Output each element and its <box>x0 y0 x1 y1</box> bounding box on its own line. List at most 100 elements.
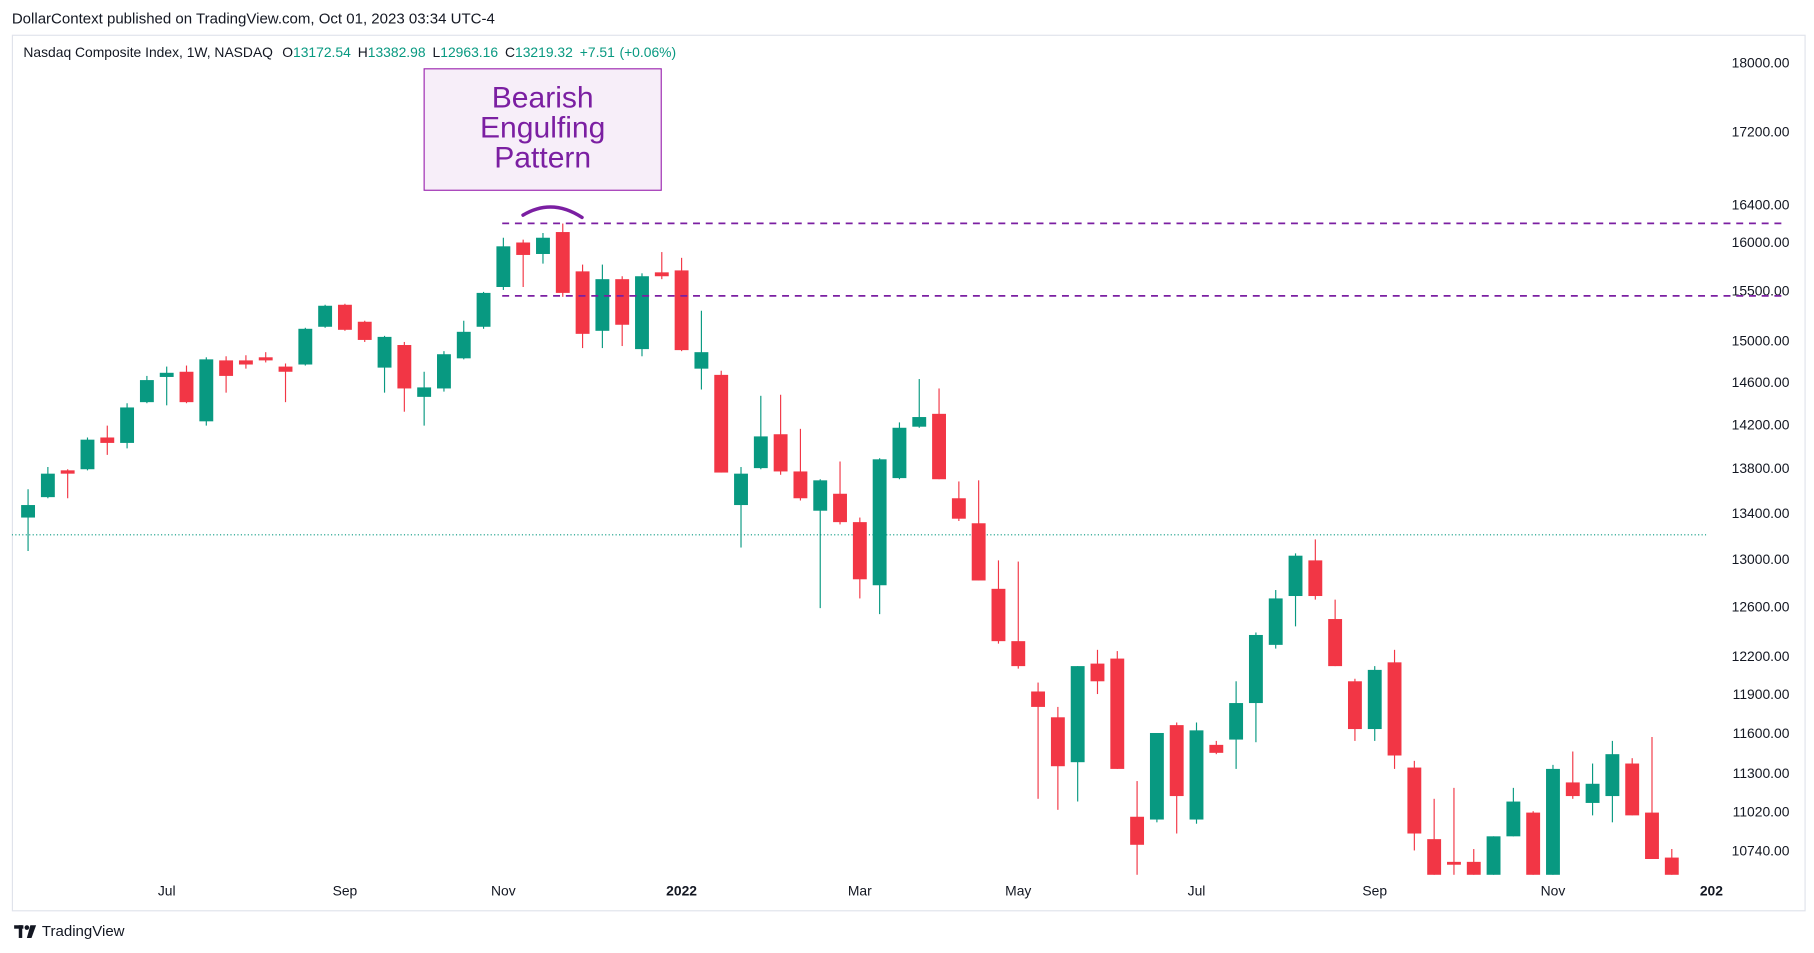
y-tick-label: 15000.00 <box>1732 333 1790 349</box>
chart-frame <box>11 34 1806 912</box>
annotation-line: Engulfing <box>480 111 605 144</box>
x-tick-label: 202 <box>1700 882 1723 898</box>
candle-body <box>734 473 748 506</box>
candle-body <box>1070 666 1085 763</box>
candle-body <box>417 387 432 397</box>
legend-field-label: O <box>282 44 293 60</box>
pattern-arc <box>521 205 584 220</box>
candle-body <box>1328 619 1343 667</box>
candle-body <box>80 439 95 470</box>
candle-body <box>1427 839 1442 875</box>
candle-body <box>595 279 610 331</box>
y-tick-label: 13000.00 <box>1732 551 1790 567</box>
candle-body <box>932 413 946 480</box>
legend-field-value: 12963.16 <box>440 44 498 60</box>
candle-body <box>753 436 768 469</box>
legend-field-label: L <box>433 44 441 60</box>
legend-change: +7.51 <box>580 44 615 60</box>
y-tick-label: 11600.00 <box>1733 725 1790 741</box>
candle-body <box>1050 717 1065 767</box>
candle-body <box>397 345 412 389</box>
y-tick-label: 11900.00 <box>1733 686 1790 702</box>
y-tick-label: 13400.00 <box>1732 505 1790 521</box>
candle-body <box>318 305 333 327</box>
y-tick-label: 13800.00 <box>1732 460 1790 476</box>
candle-body <box>298 328 313 365</box>
candle-body <box>139 380 154 403</box>
candle-body <box>1169 725 1184 797</box>
candle-body <box>971 523 986 581</box>
candle-body <box>1466 861 1481 875</box>
candle-body <box>674 270 689 351</box>
candle-body <box>991 588 1006 642</box>
candle-body <box>238 360 253 365</box>
y-tick-label: 14600.00 <box>1732 374 1790 390</box>
x-tick-label: 2022 <box>666 882 697 898</box>
candle-body <box>159 372 174 377</box>
candle-body <box>872 459 887 586</box>
candle-body <box>199 359 214 422</box>
candle-body <box>1288 555 1303 597</box>
x-tick-label: Sep <box>333 882 358 898</box>
candle-body <box>1229 703 1244 740</box>
x-tick-label: Mar <box>848 882 872 898</box>
y-tick-label: 14200.00 <box>1732 416 1790 432</box>
candle-body <box>1447 861 1461 865</box>
candle-body <box>813 480 828 511</box>
legend-field-value: 13382.98 <box>368 44 426 60</box>
candle-body <box>1268 598 1283 645</box>
candle-body <box>1031 691 1046 707</box>
candle-body <box>1387 662 1402 756</box>
candle-body <box>21 505 36 518</box>
candle-body <box>1189 730 1204 820</box>
candle-body <box>278 366 293 372</box>
candle-body <box>615 279 630 325</box>
candle-body <box>951 498 966 519</box>
candle-body <box>912 417 927 427</box>
candle-body <box>1546 768 1560 875</box>
overlay: 18000.00 17200.00 16400.00 16000.00 15500.00… <box>158 54 1790 898</box>
candle-body <box>1605 754 1620 797</box>
candle-body <box>437 354 451 389</box>
candle-body <box>714 374 729 473</box>
y-tick-label: 18000.00 <box>1732 54 1790 70</box>
legend-field-value: 13219.32 <box>515 44 573 60</box>
publish-header: DollarContext published on TradingView.c… <box>12 11 495 28</box>
candle-body <box>1110 658 1125 769</box>
candle-body <box>773 434 788 472</box>
x-tick-label: Sep <box>1362 882 1387 898</box>
candle-body <box>179 371 194 403</box>
legend-change-pct: (+0.06%) <box>619 44 676 60</box>
y-tick-label: 16000.00 <box>1732 234 1790 250</box>
candle-body <box>258 357 273 361</box>
candle-body <box>476 292 491 327</box>
candle-body <box>1664 857 1679 875</box>
candle-body <box>1625 763 1640 816</box>
candle-body <box>516 242 531 255</box>
y-tick-label: 12600.00 <box>1732 599 1790 615</box>
candle-body <box>1209 744 1224 753</box>
candle-body <box>1130 816 1145 845</box>
candle-body <box>833 493 847 523</box>
candle-body <box>40 473 55 498</box>
annotation-line: Pattern <box>494 142 591 175</box>
legend-field-label: H <box>358 44 368 60</box>
candle-body <box>337 304 352 330</box>
y-tick-label: 10740.00 <box>1732 843 1790 859</box>
candle-body <box>496 246 511 287</box>
candle-body <box>852 522 867 580</box>
candle-body <box>1585 783 1600 803</box>
candle-body <box>1367 669 1382 730</box>
footer-brand: TradingView <box>42 923 125 940</box>
legend-symbol: Nasdaq Composite Index, 1W, NASDAQ <box>23 44 273 60</box>
x-tick-label: Jul <box>1188 882 1206 898</box>
candle-body <box>1565 782 1580 797</box>
symbol-legend: Nasdaq Composite Index, 1W, NASDAQ O13172… <box>23 44 676 60</box>
plot-area <box>11 223 1707 875</box>
y-tick-label: 12200.00 <box>1732 648 1790 664</box>
candle-body <box>1090 663 1105 682</box>
candle-body <box>1308 560 1323 597</box>
